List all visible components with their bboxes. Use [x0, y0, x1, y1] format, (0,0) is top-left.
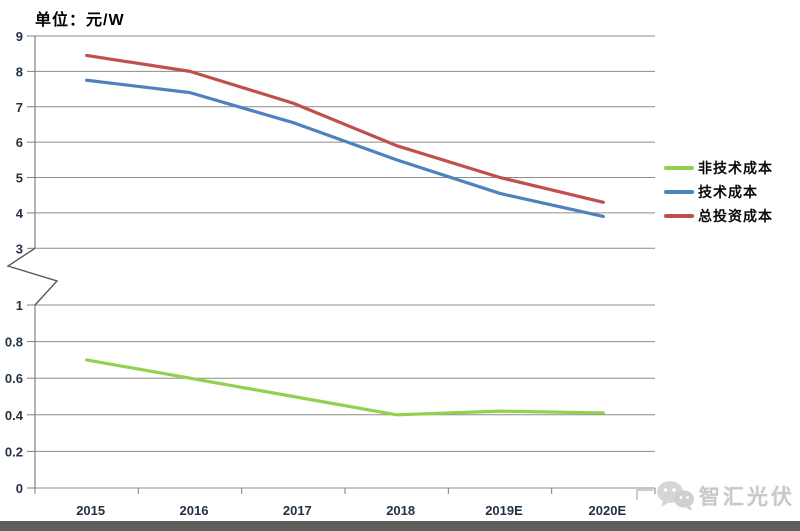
legend-item-0: 非技术成本	[664, 160, 773, 176]
y-tick-label: 5	[16, 171, 23, 186]
legend-swatch-icon	[664, 166, 694, 170]
chart-legend: 非技术成本技术成本总投资成本	[664, 160, 773, 224]
bottom-bar	[0, 521, 800, 531]
x-tick-label: 2017	[283, 503, 312, 518]
legend-item-1: 技术成本	[664, 184, 773, 200]
x-tick-label: 2018	[386, 503, 415, 518]
wechat-icon	[657, 481, 694, 511]
watermark: 智汇光伏	[636, 476, 795, 516]
y-tick-label: 1	[16, 298, 23, 313]
watermark-text: 智汇光伏	[699, 486, 795, 509]
y-tick-label: 0.4	[5, 408, 24, 423]
y-tick-label: 0	[16, 481, 23, 496]
series-line-1	[85, 78, 605, 219]
y-tick-label: 0.8	[5, 335, 23, 350]
y-tick-label: 0.6	[5, 371, 23, 386]
series-line-2	[85, 53, 605, 204]
bracket-mark	[636, 488, 653, 500]
legend-swatch-icon	[664, 214, 694, 218]
x-tick-label: 2015	[76, 503, 105, 518]
series-line-0	[85, 358, 605, 417]
y-tick-label: 3	[16, 241, 23, 256]
y-tick-label: 7	[16, 100, 23, 115]
legend-swatch-icon	[664, 190, 694, 194]
y-tick-label: 0.2	[5, 444, 23, 459]
x-tick-label: 2016	[180, 503, 209, 518]
legend-label: 总投资成本	[698, 208, 773, 224]
axis-break-icon	[6, 247, 59, 306]
y-tick-label: 6	[16, 135, 23, 150]
legend-item-2: 总投资成本	[664, 208, 773, 224]
legend-label: 技术成本	[698, 184, 758, 200]
chart-title: 单位：元/W	[35, 12, 125, 29]
y-tick-label: 4	[16, 206, 24, 221]
x-tick-label: 2020E	[589, 503, 627, 518]
y-tick-label: 8	[16, 64, 23, 79]
legend-label: 非技术成本	[698, 160, 773, 176]
x-tick-label: 2019E	[485, 503, 523, 518]
y-tick-label: 9	[16, 29, 23, 44]
